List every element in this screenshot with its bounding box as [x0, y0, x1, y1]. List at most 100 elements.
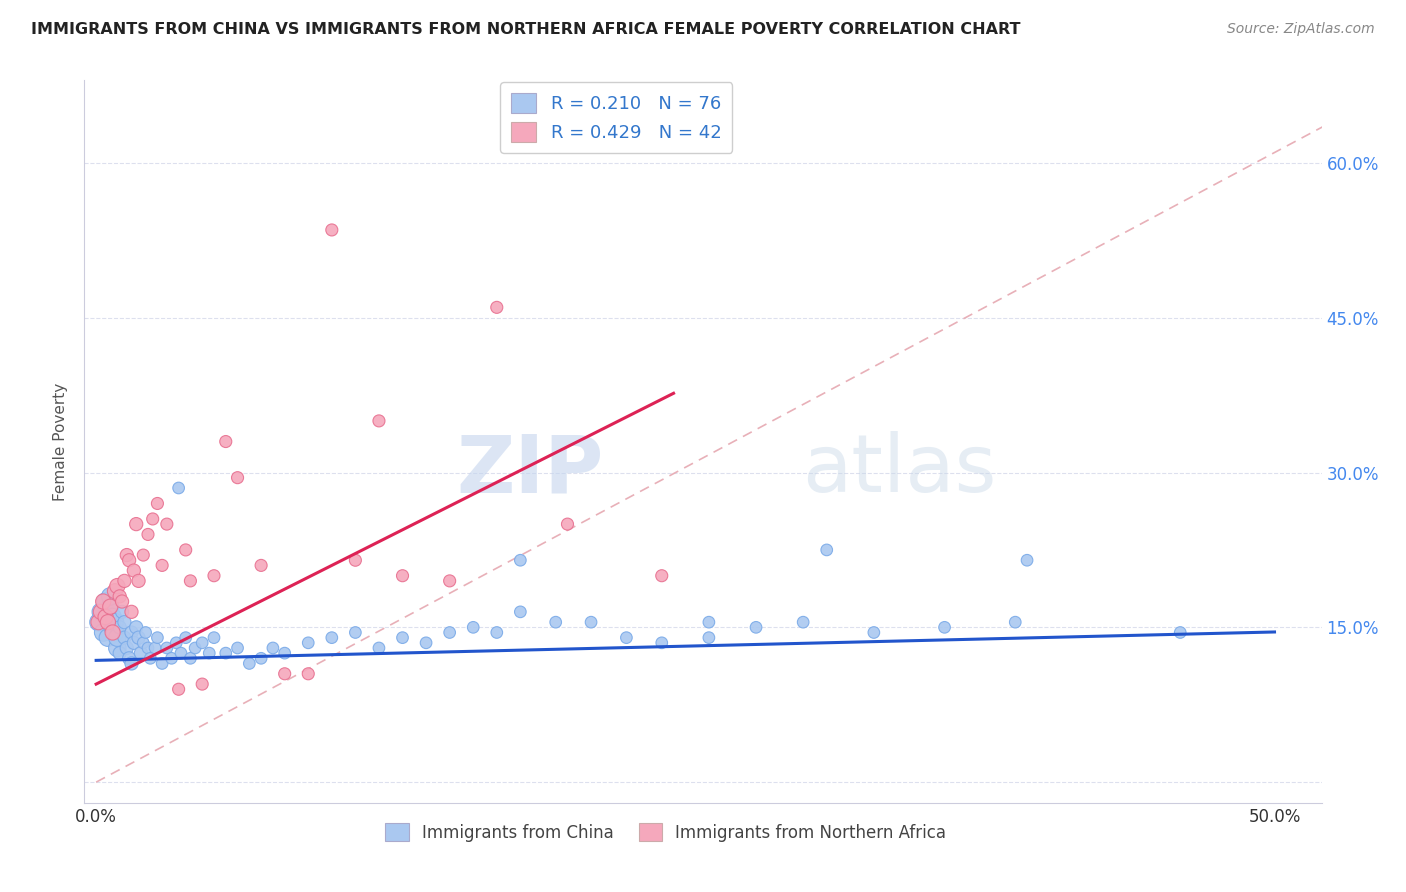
Point: [150, 657, 173, 671]
Point: [391, 631, 413, 645]
Point: [90, 605, 112, 619]
Point: [156, 517, 179, 532]
Point: [105, 640, 128, 655]
Point: [94, 594, 117, 608]
Point: [651, 568, 673, 582]
Point: [98, 599, 121, 614]
Point: [91, 625, 114, 640]
Point: [485, 625, 508, 640]
Point: [125, 620, 148, 634]
Point: [111, 605, 134, 619]
Point: [174, 542, 197, 557]
Point: [238, 657, 260, 671]
Point: [91, 594, 114, 608]
Point: [115, 640, 138, 655]
Point: [129, 646, 152, 660]
Point: [150, 558, 173, 573]
Point: [122, 564, 145, 578]
Point: [415, 636, 437, 650]
Point: [202, 631, 225, 645]
Text: IMMIGRANTS FROM CHINA VS IMMIGRANTS FROM NORTHERN AFRICA FEMALE POVERTY CORRELAT: IMMIGRANTS FROM CHINA VS IMMIGRANTS FROM…: [31, 22, 1021, 37]
Point: [97, 631, 120, 645]
Point: [191, 636, 214, 650]
Point: [191, 677, 214, 691]
Point: [146, 496, 169, 510]
Point: [297, 636, 319, 650]
Point: [463, 620, 485, 634]
Point: [136, 640, 159, 655]
Legend: Immigrants from China, Immigrants from Northern Africa: Immigrants from China, Immigrants from N…: [378, 817, 953, 848]
Point: [98, 599, 121, 614]
Point: [115, 548, 138, 562]
Point: [344, 553, 367, 567]
Point: [215, 646, 238, 660]
Point: [250, 651, 273, 665]
Point: [94, 610, 117, 624]
Point: [697, 615, 720, 630]
Point: [934, 620, 956, 634]
Point: [439, 625, 461, 640]
Point: [97, 610, 120, 624]
Point: [136, 527, 159, 541]
Point: [1015, 553, 1038, 567]
Point: [167, 481, 190, 495]
Point: [101, 625, 124, 640]
Point: [321, 631, 343, 645]
Point: [544, 615, 567, 630]
Point: [139, 651, 162, 665]
Point: [1168, 625, 1191, 640]
Y-axis label: Female Poverty: Female Poverty: [53, 383, 69, 500]
Point: [391, 568, 413, 582]
Point: [509, 605, 531, 619]
Point: [344, 625, 367, 640]
Point: [118, 553, 141, 567]
Point: [160, 651, 183, 665]
Point: [132, 548, 155, 562]
Point: [792, 615, 814, 630]
Point: [128, 631, 150, 645]
Point: [111, 594, 134, 608]
Point: [146, 631, 169, 645]
Point: [104, 584, 127, 599]
Point: [321, 223, 343, 237]
Point: [122, 636, 145, 650]
Point: [108, 590, 131, 604]
Point: [98, 590, 121, 604]
Point: [165, 636, 187, 650]
Point: [198, 646, 221, 660]
Point: [90, 605, 112, 619]
Point: [87, 615, 110, 630]
Point: [368, 414, 391, 428]
Point: [167, 682, 190, 697]
Point: [1004, 615, 1026, 630]
Text: Source: ZipAtlas.com: Source: ZipAtlas.com: [1227, 22, 1375, 37]
Point: [697, 631, 720, 645]
Point: [105, 631, 128, 645]
Point: [863, 625, 886, 640]
Point: [616, 631, 638, 645]
Point: [651, 636, 673, 650]
Point: [104, 625, 127, 640]
Point: [121, 605, 143, 619]
Point: [101, 620, 124, 634]
Point: [108, 620, 131, 634]
Text: atlas: atlas: [801, 432, 997, 509]
Point: [250, 558, 273, 573]
Point: [226, 471, 249, 485]
Point: [174, 631, 197, 645]
Point: [104, 615, 127, 630]
Point: [143, 640, 166, 655]
Point: [273, 666, 295, 681]
Point: [273, 646, 295, 660]
Point: [368, 640, 391, 655]
Point: [97, 615, 120, 630]
Point: [170, 646, 193, 660]
Point: [184, 640, 207, 655]
Point: [202, 568, 225, 582]
Point: [815, 542, 838, 557]
Point: [112, 631, 135, 645]
Point: [179, 574, 201, 588]
Point: [557, 517, 579, 532]
Point: [179, 651, 201, 665]
Point: [112, 574, 135, 588]
